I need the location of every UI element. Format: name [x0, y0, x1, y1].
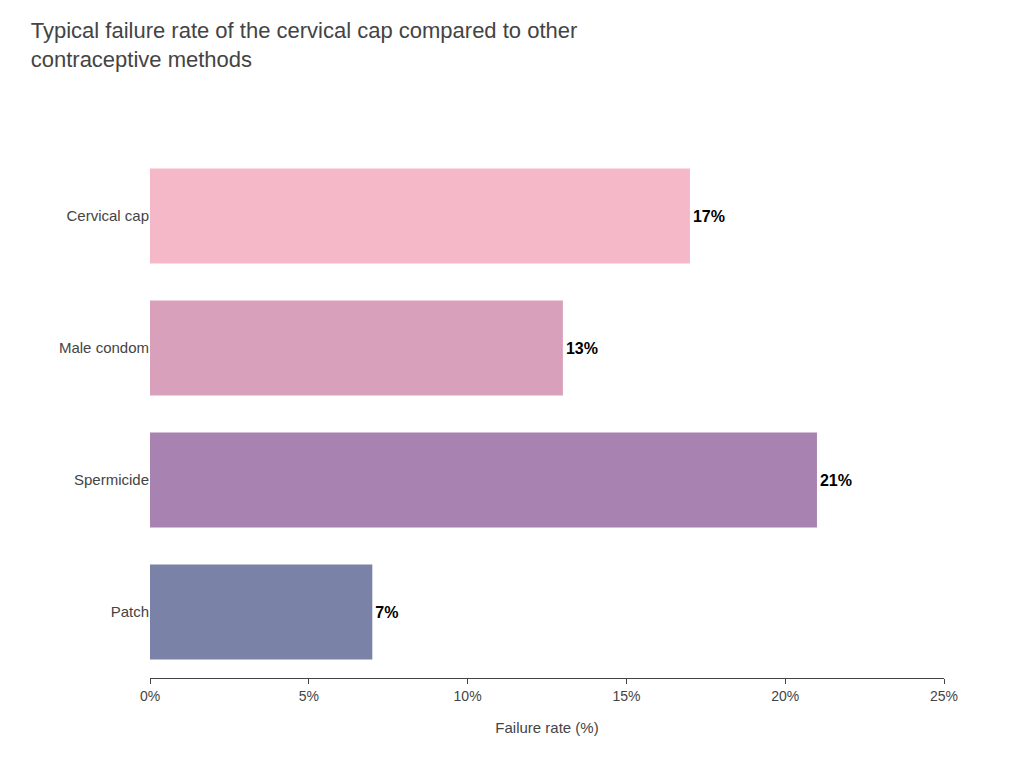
svg-text:17%: 17%: [693, 208, 725, 225]
svg-text:20%: 20%: [771, 688, 799, 704]
svg-text:10%: 10%: [454, 688, 482, 704]
svg-text:25%: 25%: [930, 688, 958, 704]
svg-text:Typical failure rate of the ce: Typical failure rate of the cervical cap…: [31, 18, 578, 72]
svg-text:Spermicide: Spermicide: [74, 471, 149, 488]
svg-text:5%: 5%: [299, 688, 319, 704]
svg-text:13%: 13%: [566, 340, 598, 357]
svg-text:Failure rate (%): Failure rate (%): [495, 719, 598, 736]
svg-text:0%: 0%: [140, 688, 160, 704]
svg-text:Patch: Patch: [111, 603, 149, 620]
svg-text:Male condom: Male condom: [59, 339, 149, 356]
svg-text:21%: 21%: [820, 472, 852, 489]
svg-text:7%: 7%: [375, 604, 398, 621]
svg-text:Cervical cap: Cervical cap: [66, 207, 149, 224]
svg-text:15%: 15%: [612, 688, 640, 704]
